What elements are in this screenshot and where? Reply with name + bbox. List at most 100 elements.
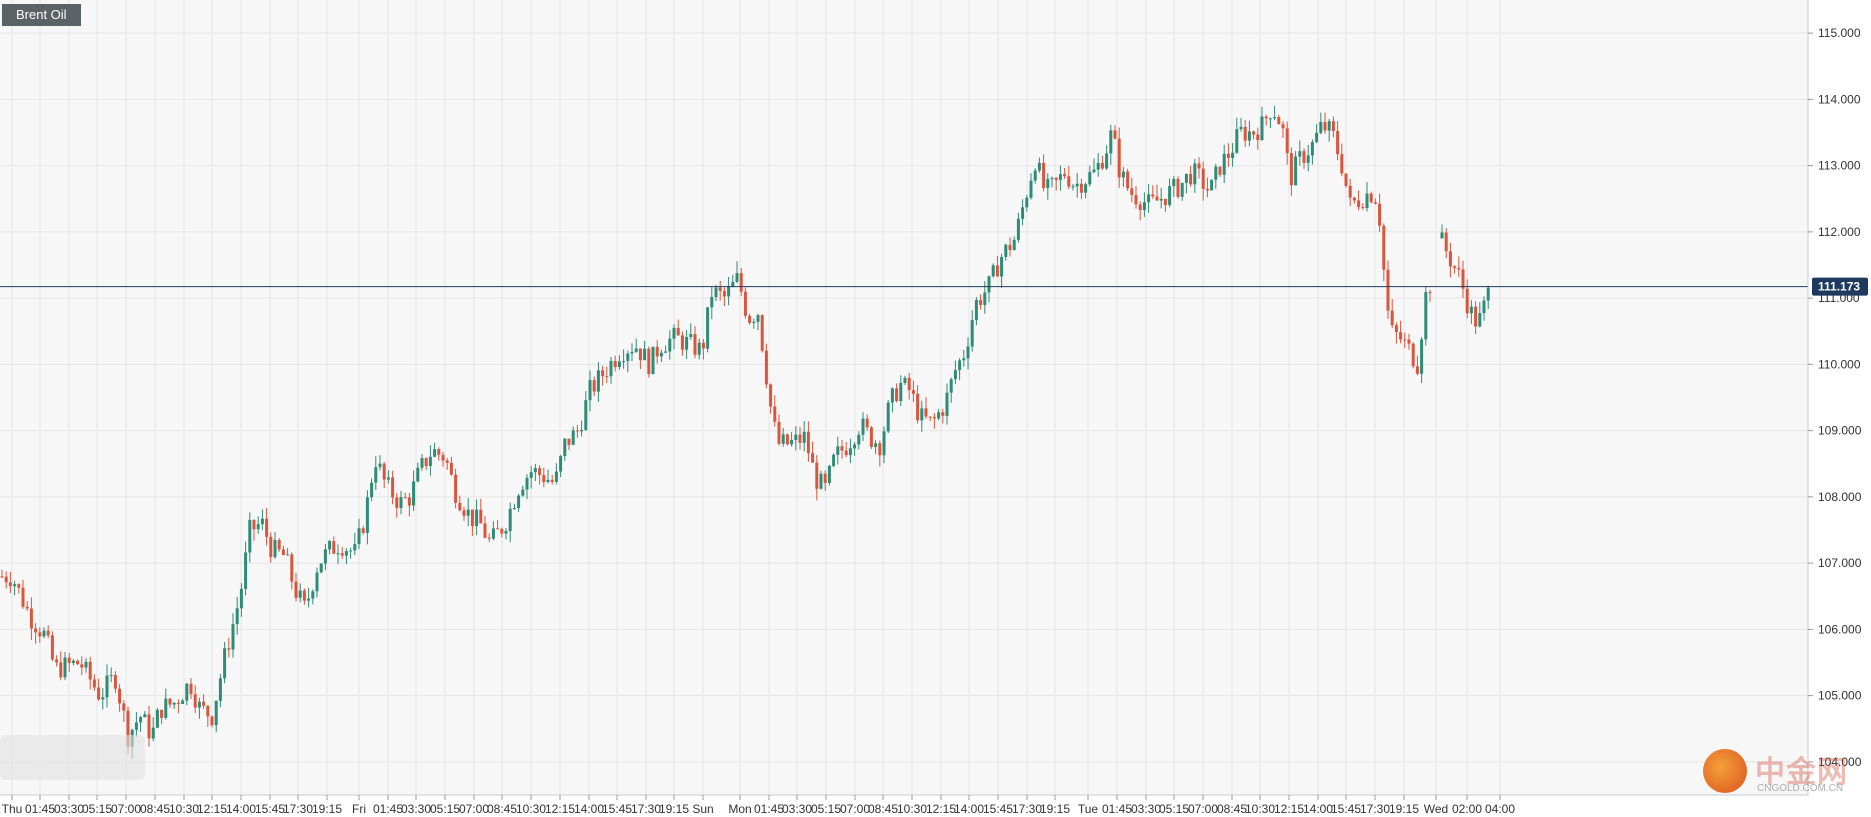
candle-body — [361, 528, 365, 533]
candle-body — [357, 528, 361, 545]
candle-body — [1042, 162, 1046, 189]
x-tick-label: 05:15 — [811, 802, 841, 816]
x-tick-label: 12:15 — [197, 802, 227, 816]
candle-body — [731, 281, 735, 287]
candle-body — [1440, 232, 1444, 239]
candle-body — [210, 716, 214, 726]
candle-body — [1256, 134, 1260, 140]
candle-body — [563, 438, 567, 457]
candle-body — [311, 591, 315, 599]
candle-body — [197, 701, 201, 708]
candle-body — [798, 434, 802, 443]
candle-body — [1243, 126, 1247, 141]
candle-body — [273, 540, 277, 558]
candle-body — [937, 412, 941, 419]
candle-body — [664, 351, 668, 353]
candle-body — [1096, 162, 1100, 170]
candle-body — [50, 635, 54, 660]
candle-body — [71, 660, 75, 663]
candle-body — [865, 418, 869, 428]
candle-body — [160, 709, 164, 718]
x-tick-label: 07:00 — [111, 802, 141, 816]
candle-body — [991, 265, 995, 277]
candle-body — [437, 449, 441, 455]
candle-body — [525, 477, 529, 490]
candle-body — [727, 286, 731, 297]
candle-body — [1172, 178, 1176, 187]
candle-body — [1273, 117, 1277, 119]
candle-body — [1151, 194, 1155, 197]
x-tick-label: 03:30 — [782, 802, 812, 816]
candle-body — [416, 467, 420, 482]
candle-body — [911, 390, 915, 394]
x-tick-label: 04:00 — [1485, 802, 1515, 816]
candle-body — [323, 549, 327, 564]
candle-body — [395, 497, 399, 508]
y-tick-label: 106.000 — [1818, 622, 1862, 636]
candle-body — [1323, 121, 1327, 131]
candle-body — [785, 434, 789, 445]
y-tick-label: 104.000 — [1818, 755, 1862, 769]
candle-body — [790, 439, 794, 445]
candle-body — [1457, 267, 1461, 270]
candle-body — [1063, 174, 1067, 177]
candle-body — [428, 456, 432, 467]
candle-body — [802, 431, 806, 443]
candle-body — [382, 463, 386, 480]
candle-body — [1193, 163, 1197, 185]
candle-body — [1403, 339, 1407, 341]
candle-body — [1411, 343, 1415, 367]
candle-body — [1189, 173, 1193, 185]
candle-body — [924, 408, 928, 417]
candle-body — [1142, 202, 1146, 211]
candle-body — [559, 456, 563, 472]
candle-body — [1365, 193, 1369, 209]
candle-body — [722, 290, 726, 297]
candle-body — [487, 537, 491, 539]
candle-body — [979, 300, 983, 305]
candle-body — [231, 624, 235, 650]
x-tick-label: 07:00 — [459, 802, 489, 816]
candle-body — [1336, 131, 1340, 155]
candle-body — [126, 710, 130, 747]
candle-body — [1231, 152, 1235, 158]
candle-body — [1176, 178, 1180, 197]
candle-body — [319, 563, 323, 573]
candle-body — [844, 450, 848, 456]
candle-body — [151, 727, 155, 739]
x-tick-label: 10:30 — [516, 802, 546, 816]
candle-body — [344, 551, 348, 556]
candle-body — [584, 400, 588, 430]
x-tick-label: Sun — [692, 802, 713, 816]
price-badge: 111.173 — [1812, 277, 1868, 296]
candle-body — [1075, 183, 1079, 187]
x-tick-label: 14:00 — [954, 802, 984, 816]
candle-body — [983, 292, 987, 305]
candle-body — [1390, 310, 1394, 326]
y-tick-label: 105.000 — [1818, 689, 1862, 703]
candle-body — [1033, 170, 1037, 181]
candle-body — [1469, 306, 1473, 314]
candle-body — [277, 540, 281, 550]
candle-body — [399, 497, 403, 508]
x-tick-label: Wed — [1424, 802, 1448, 816]
candle-body — [1444, 232, 1448, 252]
candle-body — [155, 709, 159, 728]
candle-body — [449, 462, 453, 475]
candle-body — [832, 454, 836, 466]
blurred-overlay — [0, 735, 145, 780]
candle-body — [1394, 325, 1398, 333]
candle-body — [1201, 168, 1205, 189]
candle-body — [1357, 200, 1361, 208]
candle-body — [1071, 186, 1075, 188]
candle-body — [1121, 171, 1125, 178]
candle-body — [214, 700, 218, 726]
x-tick-label: 01:45 — [754, 802, 784, 816]
candle-body — [769, 384, 773, 407]
candle-body — [1344, 173, 1348, 186]
candle-body — [538, 468, 542, 476]
candle-body — [454, 474, 458, 503]
candle-body — [508, 508, 512, 532]
candle-body — [1067, 176, 1071, 187]
